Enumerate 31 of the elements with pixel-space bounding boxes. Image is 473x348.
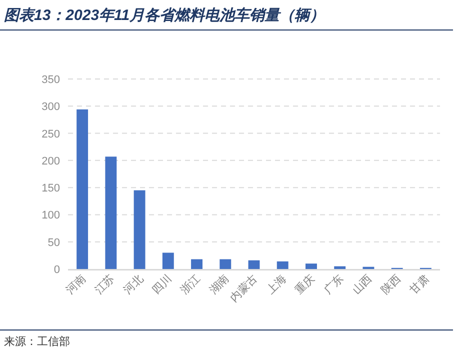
y-tick-label: 50: [48, 236, 60, 249]
y-tick-label: 350: [42, 74, 60, 86]
x-tick-label: 山西: [350, 272, 375, 297]
x-tick-label: 河南: [64, 272, 88, 297]
bar: [191, 259, 202, 269]
x-tick-label: 上海: [264, 272, 289, 297]
source-note: 来源：工信部: [4, 335, 70, 348]
y-tick-label: 250: [42, 128, 60, 140]
y-tick-label: 300: [42, 101, 60, 114]
bar: [220, 259, 232, 269]
bar: [248, 260, 260, 269]
x-tick-label: 广东: [321, 272, 346, 297]
bar: [276, 261, 288, 269]
bar: [162, 252, 174, 269]
y-tick-label: 150: [42, 182, 60, 195]
bar: [134, 190, 146, 269]
bar: [306, 264, 317, 269]
bar: [76, 109, 88, 269]
y-tick-label: 200: [42, 155, 60, 168]
bar: [105, 156, 117, 269]
x-tick-label: 江苏: [92, 272, 118, 297]
x-tick-label: 重庆: [292, 272, 318, 297]
x-tick-label: 陕西: [379, 272, 404, 297]
bar: [334, 266, 346, 269]
y-tick-label: 100: [42, 210, 60, 222]
x-tick-label: 四川: [150, 272, 174, 297]
chart-title: 图表13：2023年11月各省燃料电池车销量（辆）: [4, 6, 325, 24]
y-tick-label: 0: [54, 264, 60, 276]
x-tick-label: 甘肃: [407, 272, 432, 297]
x-tick-label: 浙江: [178, 272, 203, 297]
x-tick-label: 河北: [120, 272, 146, 297]
